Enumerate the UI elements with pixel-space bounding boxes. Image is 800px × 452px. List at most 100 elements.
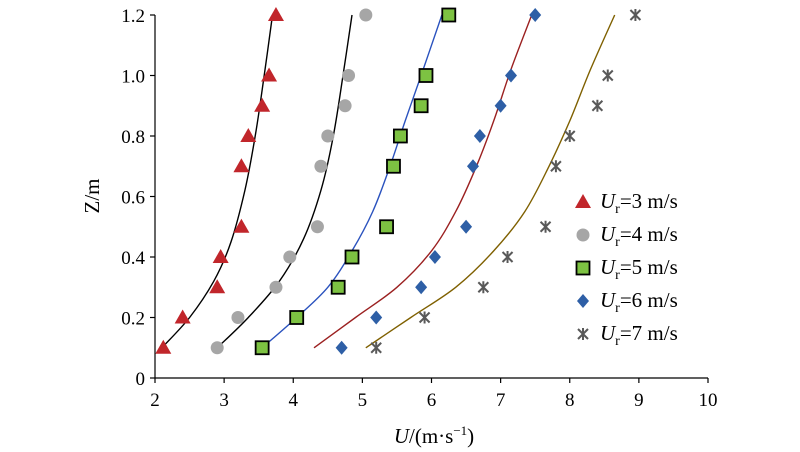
data-point-series-5 — [564, 130, 576, 142]
x-axis-title-main: U — [394, 424, 411, 448]
legend-label-sub: r — [615, 202, 620, 217]
x-tick-label: 8 — [565, 390, 575, 411]
fit-curve-2 — [216, 14, 353, 349]
legend-label-rest: =3 m/s — [620, 189, 678, 213]
legend-label-2: Ur=4 m/s — [600, 222, 678, 250]
x-ticks: 2 3 4 5 6 7 8 9 10 — [150, 378, 718, 411]
data-point-series-1 — [209, 279, 226, 294]
data-point-series-2 — [231, 311, 245, 324]
data-point-series-1 — [233, 218, 250, 233]
data-point-series-5 — [550, 160, 562, 173]
x-tick-label: 6 — [427, 390, 437, 411]
data-point-series-3 — [254, 340, 270, 356]
fit-curves — [161, 14, 616, 349]
x-tick-label: 9 — [634, 390, 644, 411]
data-point-series-4 — [335, 340, 348, 355]
x-tick-label: 7 — [496, 390, 506, 411]
legend-label-main: U — [600, 222, 617, 246]
data-point-series-1 — [233, 158, 250, 173]
data-point-series-3 — [441, 7, 457, 23]
data-point-series-2 — [359, 8, 373, 22]
x-tick-label: 10 — [699, 390, 718, 411]
fit-curve-4 — [313, 14, 533, 349]
data-point-series-3 — [392, 128, 408, 144]
data-point-series-4 — [428, 250, 441, 264]
data-point-series-4 — [473, 129, 486, 143]
fit-curve-5 — [365, 14, 616, 349]
y-ticks: 0 0.2 0.4 0.6 0.8 1.0 1.2 — [121, 6, 155, 390]
y-axis-title: Z/m — [80, 179, 104, 214]
data-point-series-2 — [210, 341, 224, 355]
data-point-series-3 — [418, 68, 434, 83]
legend-marker-5 — [577, 328, 589, 340]
x-axis-title: U/(m·s−1) — [394, 423, 474, 448]
data-point-series-3 — [386, 158, 401, 174]
legend-marker-3 — [575, 260, 591, 276]
fit-curve-3 — [261, 14, 443, 349]
legend-label-sub: r — [615, 334, 620, 349]
legend-label-rest: =5 m/s — [620, 255, 678, 279]
x-tick-label: 5 — [358, 390, 368, 411]
data-point-series-3 — [330, 279, 346, 295]
data-point-series-5 — [539, 220, 552, 233]
legend-label-rest: =4 m/s — [620, 222, 678, 246]
data-point-series-4 — [529, 8, 542, 22]
legend-label-3: Ur=5 m/s — [600, 255, 678, 283]
data-point-series-5 — [591, 99, 604, 112]
data-point-series-4 — [466, 159, 479, 174]
data-point-series-1 — [174, 309, 191, 324]
data-point-series-3 — [289, 310, 305, 325]
data-point-series-4 — [504, 68, 517, 83]
x-axis-title-unit-close: ) — [467, 424, 474, 448]
legend-label-rest: =7 m/s — [620, 321, 678, 345]
legend: Ur=3 m/sUr=4 m/sUr=5 m/sUr=6 m/sUr=7 m/s — [575, 189, 678, 349]
data-point-series-2 — [283, 250, 297, 264]
legend-label-main: U — [600, 255, 617, 279]
fit-curve-1 — [161, 14, 274, 349]
data-point-series-3 — [344, 249, 360, 265]
legend-label-sub: r — [615, 235, 620, 250]
data-point-series-1 — [240, 128, 257, 142]
data-point-series-5 — [501, 251, 514, 263]
data-point-series-4 — [370, 310, 383, 325]
data-point-series-4 — [415, 280, 428, 295]
y-tick-label: 0 — [136, 369, 146, 390]
data-point-series-3 — [413, 98, 429, 114]
data-point-series-3 — [379, 219, 394, 235]
x-axis-title-unit: /(m·s — [409, 424, 453, 448]
data-point-series-5 — [418, 311, 431, 324]
legend-label-sub: r — [615, 301, 620, 316]
legend-label-sub: r — [615, 268, 620, 283]
legend-label-4: Ur=6 m/s — [600, 288, 678, 316]
legend-marker-2 — [576, 228, 590, 242]
y-tick-label: 1.0 — [121, 67, 145, 88]
y-tick-label: 0.8 — [121, 127, 145, 148]
y-tick-label: 0.2 — [121, 309, 145, 330]
data-point-series-5 — [477, 281, 490, 294]
x-tick-label: 3 — [219, 390, 229, 411]
data-point-series-5 — [629, 9, 642, 21]
x-tick-label: 4 — [289, 390, 299, 411]
legend-marker-1 — [575, 194, 591, 208]
legend-label-5: Ur=7 m/s — [600, 321, 678, 349]
legend-label-1: Ur=3 m/s — [600, 189, 678, 217]
data-point-series-2 — [310, 220, 324, 234]
data-point-series-2 — [321, 129, 335, 143]
data-point-series-1 — [261, 67, 278, 82]
data-point-series-4 — [460, 219, 473, 234]
data-point-series-4 — [494, 98, 507, 113]
data-points — [155, 7, 642, 356]
y-tick-label: 0.6 — [121, 188, 145, 209]
legend-label-main: U — [600, 288, 617, 312]
x-axis-title-unit-sup: −1 — [453, 423, 467, 438]
data-point-series-2 — [269, 280, 283, 294]
data-point-series-2 — [338, 99, 352, 113]
y-tick-label: 1.2 — [121, 6, 145, 27]
data-point-series-1 — [155, 339, 172, 354]
x-tick-label: 2 — [150, 390, 160, 411]
data-point-series-2 — [314, 159, 328, 173]
data-point-series-2 — [342, 69, 356, 82]
data-point-series-5 — [370, 341, 382, 354]
data-point-series-1 — [267, 7, 284, 21]
